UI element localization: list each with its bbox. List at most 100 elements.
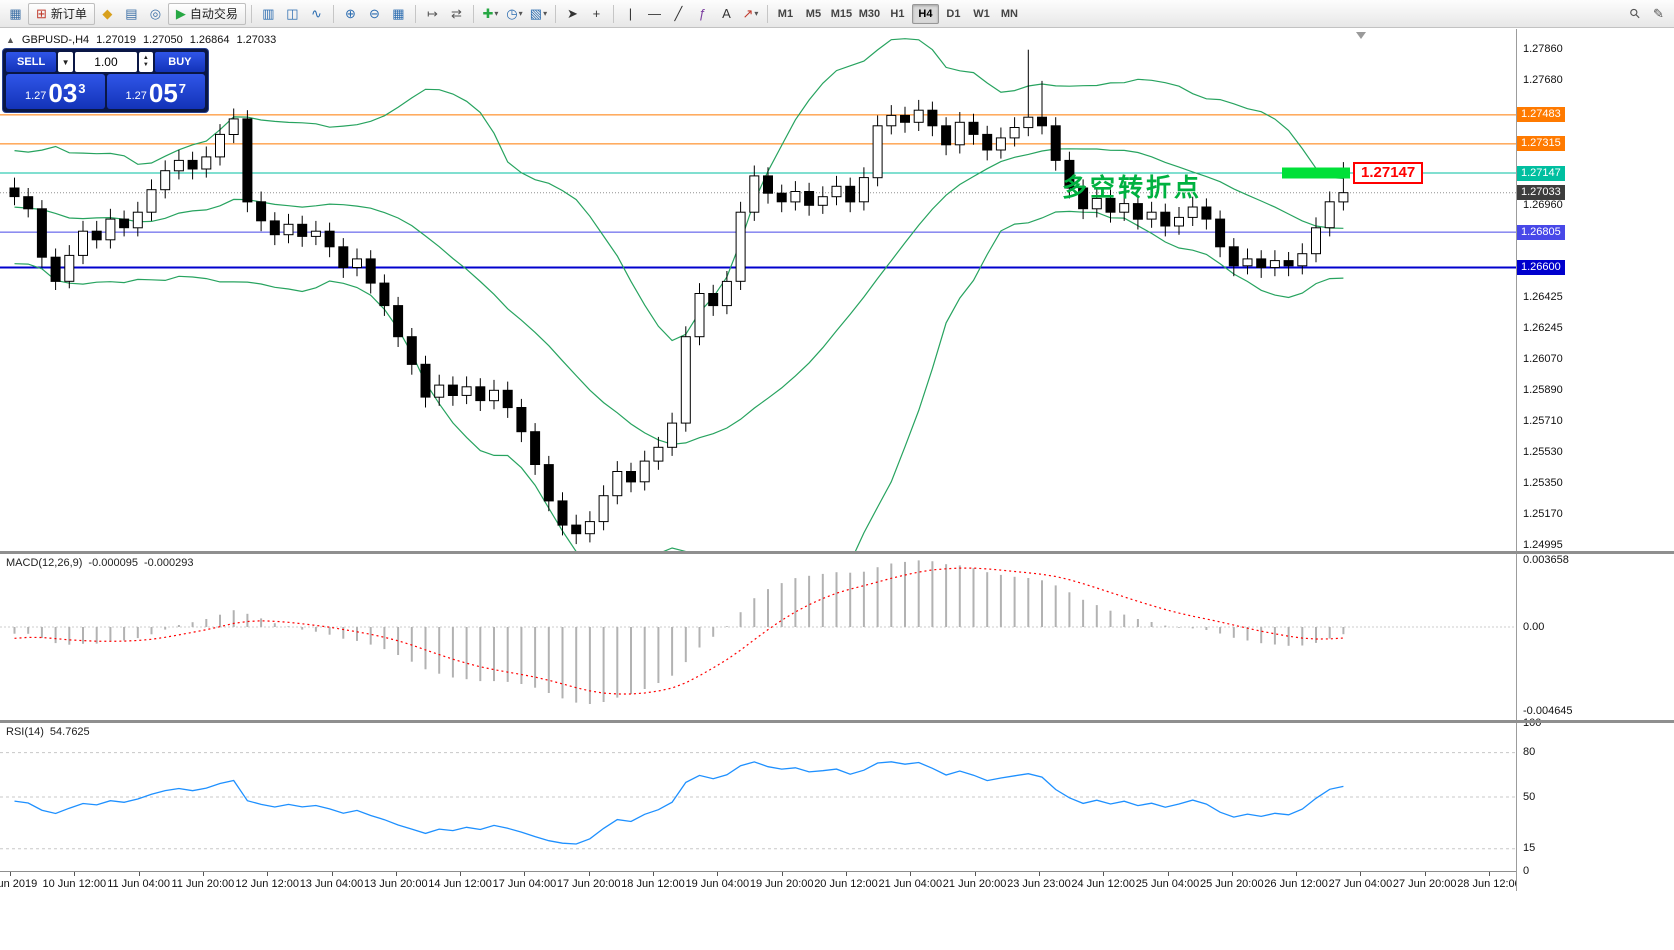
candlestick-chart-icon-glyph: ◫ bbox=[286, 6, 299, 21]
time-axis-tick bbox=[1424, 872, 1426, 876]
one-click-trading-panel: SELL ▼ ▲ ▼ BUY 1.27 03 3 1.27 05 7 bbox=[2, 48, 209, 113]
spinner-down-icon[interactable]: ▼ bbox=[142, 62, 149, 68]
indicators-icon-dropdown-icon[interactable]: ▾ bbox=[494, 9, 499, 18]
chart-window: ▲ GBPUSD-,H4 1.27019 1.27050 1.26864 1.27033 … bbox=[0, 29, 1674, 950]
autotrading-button[interactable]: ▶ 自动交易 bbox=[167, 2, 246, 25]
autotrading-button-label: 自动交易 bbox=[189, 7, 238, 21]
market-watch-icon[interactable]: ▤ bbox=[120, 3, 143, 25]
candle-body bbox=[119, 218, 130, 229]
candle-body bbox=[201, 156, 212, 170]
macd-signal-line bbox=[14, 567, 1344, 695]
panel-separator[interactable] bbox=[0, 720, 1674, 723]
price-callout[interactable]: 1.27147 bbox=[1353, 162, 1424, 184]
candle-body bbox=[1187, 206, 1198, 218]
edit-icon[interactable]: ✎ bbox=[1647, 3, 1670, 25]
navigator-icon[interactable]: ◎ bbox=[144, 3, 167, 25]
volume-stepper[interactable]: ▲ ▼ bbox=[138, 52, 153, 72]
time-axis-label: 17 Jun 20:00 bbox=[556, 878, 621, 890]
spinner-up-icon[interactable]: ▲ bbox=[142, 55, 149, 61]
trendline-icon[interactable]: ╱ bbox=[667, 3, 690, 25]
rsi-scale-label: 15 bbox=[1523, 842, 1536, 855]
arrows-icon[interactable]: ↗ ▾ bbox=[739, 3, 762, 25]
panel-separator[interactable] bbox=[0, 551, 1674, 554]
text-icon[interactable]: A bbox=[715, 3, 738, 25]
bollinger-lower-band bbox=[14, 210, 1344, 551]
zoom-out-icon-glyph: ⊖ bbox=[368, 6, 380, 21]
one-click-collapse-icon[interactable]: ▲ bbox=[6, 35, 15, 45]
candle-body bbox=[1146, 211, 1157, 220]
candlestick-chart-icon[interactable]: ◫ bbox=[281, 3, 304, 25]
timeframe-h4[interactable]: H4 bbox=[911, 3, 939, 24]
time-axis-label: 13 Jun 04:00 bbox=[299, 878, 364, 890]
bar-chart-icon[interactable]: ▥ bbox=[257, 3, 280, 25]
search-icon[interactable]: ⚲ bbox=[1623, 3, 1646, 25]
vertical-line-icon[interactable]: | bbox=[619, 3, 642, 25]
fibonacci-icon[interactable]: ƒ bbox=[691, 3, 714, 25]
periods-icon[interactable]: ◷ ▾ bbox=[503, 3, 526, 25]
line-chart-icon[interactable]: ∿ bbox=[305, 3, 328, 25]
arrows-icon-dropdown-icon[interactable]: ▾ bbox=[754, 9, 759, 18]
time-axis-label: 12 Jun 12:00 bbox=[235, 878, 299, 890]
candle-body bbox=[461, 386, 472, 396]
crosshair-icon[interactable]: + bbox=[585, 3, 608, 25]
auto-scroll-icon[interactable]: ↦ bbox=[421, 3, 444, 25]
rsi-panel[interactable] bbox=[0, 723, 1516, 871]
cursor-icon[interactable]: ➤ bbox=[561, 3, 584, 25]
tile-windows-icon[interactable]: ▦ bbox=[387, 3, 410, 25]
time-axis-label: 19 Jun 20:00 bbox=[749, 878, 814, 890]
indicators-icon-glyph: ✚ bbox=[482, 6, 494, 21]
volume-input[interactable] bbox=[74, 52, 137, 72]
templates-icon-dropdown-icon[interactable]: ▾ bbox=[543, 9, 548, 18]
timeframe-m5[interactable]: M5 bbox=[805, 7, 822, 20]
timeframe-h1[interactable]: H1 bbox=[890, 7, 905, 20]
candle-body bbox=[749, 175, 760, 213]
horizontal-line-icon[interactable]: — bbox=[643, 3, 666, 25]
buy-price-display[interactable]: 1.27 05 7 bbox=[106, 74, 205, 109]
toolbar-separator bbox=[554, 4, 556, 23]
sell-price-display[interactable]: 1.27 03 3 bbox=[6, 74, 105, 109]
timeframe-d1[interactable]: D1 bbox=[946, 7, 961, 20]
chart-shift-marker-icon[interactable] bbox=[1356, 32, 1366, 39]
indicators-icon[interactable]: ✚ ▾ bbox=[479, 3, 502, 25]
time-axis-tick bbox=[588, 872, 590, 876]
timeframe-w1[interactable]: W1 bbox=[973, 7, 990, 20]
sell-options-dropdown[interactable]: ▼ bbox=[58, 52, 73, 72]
candle-body bbox=[694, 293, 705, 338]
close-value: 1.27033 bbox=[236, 34, 277, 46]
new-chart-icon[interactable]: ▦ bbox=[4, 3, 27, 25]
zoom-in-icon[interactable]: ⊕ bbox=[339, 3, 362, 25]
time-axis-label: 28 Jun 12:00 bbox=[1457, 878, 1521, 890]
candle-body bbox=[50, 256, 61, 282]
rsi-value: 54.7625 bbox=[49, 726, 90, 738]
price-scale-label: 1.25170 bbox=[1523, 508, 1563, 521]
templates-icon[interactable]: ▧ ▾ bbox=[527, 3, 550, 25]
timeframe-toolbar: M1 M5 M15 M30 H1 H4 D1 W1 MN bbox=[772, 3, 1023, 24]
candle-body bbox=[1119, 203, 1130, 213]
candle-body bbox=[406, 336, 417, 365]
candle-body bbox=[1297, 253, 1308, 267]
zoom-out-icon[interactable]: ⊖ bbox=[363, 3, 386, 25]
profiles-icon[interactable]: ◆ bbox=[96, 3, 119, 25]
toolbar-separator bbox=[472, 4, 474, 23]
timeframe-m15[interactable]: M15 bbox=[830, 7, 853, 20]
chevron-down-icon: ▼ bbox=[61, 57, 70, 67]
timeframe-m30[interactable]: M30 bbox=[858, 7, 881, 20]
buy-button[interactable]: BUY bbox=[154, 52, 205, 72]
candle-body bbox=[598, 495, 609, 523]
highlight-rectangle[interactable] bbox=[1282, 167, 1350, 179]
new-order-button[interactable]: ⊞ 新订单 bbox=[28, 2, 95, 25]
macd-panel[interactable] bbox=[0, 554, 1516, 720]
chart-shift-icon[interactable]: ⇄ bbox=[445, 3, 468, 25]
price-axis[interactable]: 1.27860 1.27680 1.26960 1.26425 1.26245 1.260… bbox=[1516, 29, 1674, 891]
price-tag-1.27315: 1.27315 bbox=[1517, 136, 1565, 152]
turning-point-annotation[interactable]: 多空转折点 bbox=[1062, 174, 1203, 202]
price-scale-label: 1.27680 bbox=[1523, 74, 1563, 87]
timeframe-mn[interactable]: MN bbox=[1000, 7, 1018, 20]
timeframe-m1[interactable]: M1 bbox=[777, 7, 794, 20]
profiles-icon-glyph: ◆ bbox=[102, 6, 113, 21]
main-price-chart[interactable] bbox=[0, 29, 1516, 551]
sell-button[interactable]: SELL bbox=[6, 52, 57, 72]
open-value: 1.27019 bbox=[96, 34, 136, 46]
periods-icon-dropdown-icon[interactable]: ▾ bbox=[518, 9, 523, 18]
